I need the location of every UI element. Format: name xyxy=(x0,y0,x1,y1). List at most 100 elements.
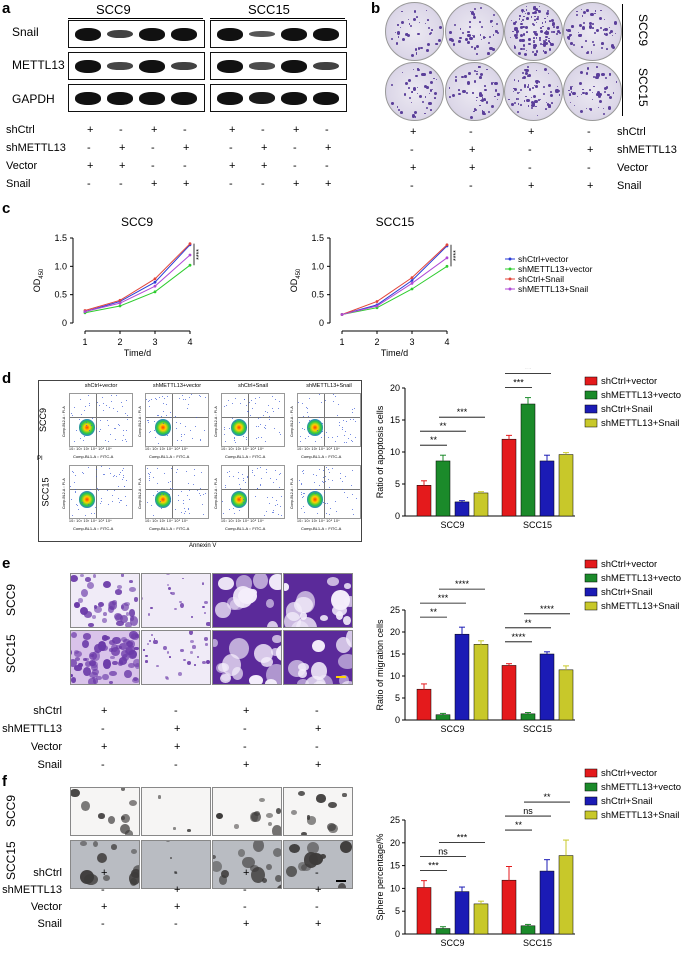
image-row-label: SCC9 xyxy=(4,794,18,827)
colony xyxy=(514,34,517,38)
event-dot xyxy=(95,469,97,471)
colony xyxy=(534,11,537,15)
event-dot xyxy=(111,394,113,396)
legend-label: shMETTL13+vector xyxy=(601,573,681,584)
event-dot xyxy=(352,508,354,510)
event-dot xyxy=(326,467,328,469)
event-dot xyxy=(339,477,341,479)
event-dot xyxy=(183,508,185,510)
colony xyxy=(551,31,554,34)
event-dot xyxy=(106,420,108,422)
colony xyxy=(404,32,408,36)
colony xyxy=(448,87,451,89)
cell-blob xyxy=(124,621,132,627)
colony xyxy=(485,100,489,104)
event-dot xyxy=(99,419,101,421)
y-axis-label: OD450 xyxy=(32,268,45,292)
image-row-label: SCC15 xyxy=(4,840,18,880)
colony xyxy=(535,69,537,72)
y-axis-label-sub: 450 xyxy=(296,268,302,279)
colony xyxy=(479,94,483,98)
condition-sign: + xyxy=(315,759,322,771)
cell-blob xyxy=(79,841,87,847)
colony xyxy=(479,76,482,79)
event-dot xyxy=(352,513,354,515)
event-dot xyxy=(246,477,248,479)
legend-label: shCtrl+vector xyxy=(601,376,657,387)
event-dot xyxy=(114,439,116,441)
x-tick-label: 4 xyxy=(187,337,192,347)
bar xyxy=(454,633,470,721)
cell-blob xyxy=(166,583,170,586)
event-dot xyxy=(301,496,303,498)
colony xyxy=(595,76,599,80)
cell-blob xyxy=(148,639,152,642)
cell-blob xyxy=(228,637,250,660)
flow-plot xyxy=(69,393,133,447)
event-dot xyxy=(149,431,151,433)
colony xyxy=(476,47,478,49)
event-dot xyxy=(102,396,104,398)
colony xyxy=(428,33,431,36)
cell-blob xyxy=(306,842,319,855)
event-dot xyxy=(316,513,318,515)
x-tick-label: 1 xyxy=(339,337,344,347)
colony xyxy=(497,94,500,97)
chart-title: SCC9 xyxy=(121,215,153,229)
event-dot xyxy=(204,492,206,494)
cell-blob xyxy=(82,667,91,676)
colony xyxy=(533,45,537,49)
gate-vertical xyxy=(248,466,250,518)
series-line xyxy=(84,264,191,314)
event-dot xyxy=(308,398,310,400)
colony xyxy=(585,107,588,110)
event-dot xyxy=(152,514,154,516)
colony xyxy=(451,39,454,43)
event-dot xyxy=(259,417,261,419)
microscopy-image xyxy=(212,573,282,628)
cell-blob xyxy=(129,878,138,887)
event-dot xyxy=(302,427,304,429)
colony xyxy=(572,91,576,95)
colony xyxy=(608,96,612,100)
event-dot xyxy=(301,493,303,495)
colony xyxy=(545,108,548,111)
event-dot xyxy=(329,472,331,474)
flow-x-axis-label: Comp-BL1-A :: FITC-A xyxy=(225,454,266,459)
event-dot xyxy=(307,435,309,437)
blot-box xyxy=(210,84,347,112)
event-dot xyxy=(185,398,187,400)
condition-sign: - xyxy=(174,759,178,771)
event-dot xyxy=(110,433,112,435)
event-dot xyxy=(99,405,101,407)
colony xyxy=(461,31,465,35)
colony xyxy=(514,21,517,24)
colony xyxy=(528,38,532,41)
colony xyxy=(477,65,481,69)
blot-band xyxy=(171,91,197,105)
event-dot xyxy=(117,497,119,499)
condition-sign: - xyxy=(87,178,91,190)
side-label-scc9: SCC9 xyxy=(636,14,650,47)
colony xyxy=(475,45,479,48)
event-dot xyxy=(300,440,302,442)
event-dot xyxy=(174,416,176,418)
event-dot xyxy=(199,488,201,490)
colony xyxy=(576,11,578,13)
colony xyxy=(472,110,475,113)
event-dot xyxy=(272,407,274,409)
flow-title: shCtrl+vector xyxy=(84,383,118,389)
event-dot xyxy=(112,476,114,478)
event-dot xyxy=(328,513,330,515)
cell-blob xyxy=(331,604,348,617)
event-dot xyxy=(237,472,239,474)
colony xyxy=(580,46,583,48)
condition-sign: - xyxy=(410,180,414,192)
colony xyxy=(543,40,546,43)
y-tick-label: 10 xyxy=(390,671,400,681)
flow-row-label: SCC15 xyxy=(40,477,51,507)
event-dot xyxy=(316,488,318,490)
event-dot xyxy=(179,397,181,399)
flow-y-axis-label: Comp-BL2-A :: PI-A xyxy=(62,406,66,437)
event-dot xyxy=(95,428,97,430)
